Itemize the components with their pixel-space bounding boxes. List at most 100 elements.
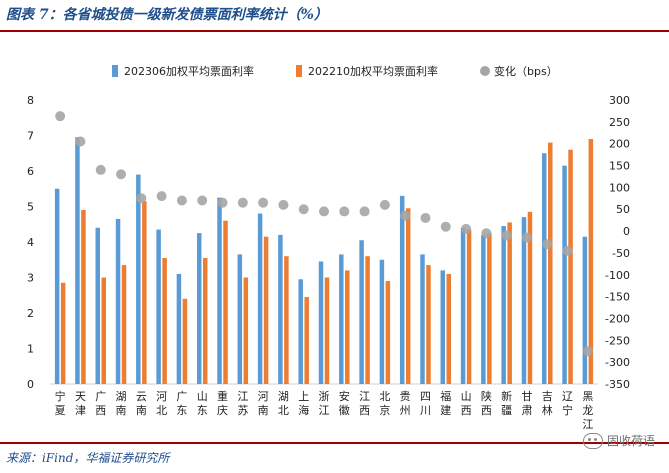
x-category-label: 北京 xyxy=(379,390,390,417)
bar-202210 xyxy=(548,142,553,384)
bar-202306 xyxy=(115,218,121,384)
point-change xyxy=(481,228,492,239)
bar-202210 xyxy=(101,277,106,384)
bar-202306 xyxy=(298,279,303,384)
point-change xyxy=(542,239,553,250)
y-right-tick-label: -250 xyxy=(605,334,630,347)
point-change xyxy=(75,136,86,147)
x-category-label: 云南 xyxy=(136,390,147,417)
bar-202210 xyxy=(487,233,492,384)
x-category-label: 四川 xyxy=(420,390,431,417)
bar-202210 xyxy=(446,273,452,384)
y-right-tick-label: -150 xyxy=(605,291,630,304)
x-category-label: 山东 xyxy=(197,390,208,417)
bar-202210 xyxy=(588,139,594,384)
y-right-tick-label: -100 xyxy=(605,269,630,282)
point-change xyxy=(55,111,66,122)
y-right-tick-label: -300 xyxy=(605,356,630,369)
bar-202210 xyxy=(182,298,188,384)
point-change xyxy=(521,232,532,243)
bar-202210 xyxy=(121,265,127,384)
bar-202306 xyxy=(379,259,385,384)
y-right-tick-label: 300 xyxy=(609,94,630,107)
bar-202306 xyxy=(176,273,182,384)
y-left-tick-label: 5 xyxy=(27,201,34,214)
bar-202210 xyxy=(81,210,86,384)
axes: 0 1 2 3 4 5 6 7 8 300 250 200 150 100 50 0 -50 -100 -150 -2… xyxy=(27,94,630,391)
y-right-tick-label: 100 xyxy=(609,181,630,194)
x-category-label: 江苏 xyxy=(237,390,248,417)
chart-title: 图表 7：各省城投债一级新发债票面利率统计（%） xyxy=(6,7,328,23)
points xyxy=(55,111,593,357)
x-category-label: 贵州 xyxy=(400,390,411,417)
point-change xyxy=(420,212,431,223)
bar-202306 xyxy=(54,188,60,384)
point-change xyxy=(400,210,411,221)
bar-202210 xyxy=(202,257,208,384)
legend-swatch-1 xyxy=(112,65,118,77)
y-right-tick-label: 0 xyxy=(623,225,630,238)
point-change xyxy=(116,169,127,180)
x-category-label: 上海 xyxy=(298,390,309,417)
legend-swatch-2 xyxy=(296,65,302,77)
bar-202210 xyxy=(365,256,370,384)
bar-202210 xyxy=(304,297,309,384)
bar-202210 xyxy=(385,281,391,384)
bar-202210 xyxy=(466,229,472,384)
point-change xyxy=(319,206,329,217)
x-category-label: 天津 xyxy=(75,390,86,417)
point-change xyxy=(197,195,208,206)
y-left-tick-label: 2 xyxy=(27,307,34,320)
x-category-label: 辽宁 xyxy=(562,390,573,417)
y-left-tick-label: 8 xyxy=(27,94,34,107)
point-change xyxy=(298,204,309,215)
point-change xyxy=(278,199,289,210)
bar-202306 xyxy=(156,229,161,384)
y-left-tick-label: 4 xyxy=(27,236,34,249)
legend: 202306加权平均票面利率 202210加权平均票面利率 变化（bps） xyxy=(112,64,558,78)
x-category-label: 安徽 xyxy=(339,389,350,417)
x-category-label: 河南 xyxy=(258,390,269,417)
bar-202306 xyxy=(339,254,344,384)
bar-202306 xyxy=(582,236,588,384)
point-change xyxy=(440,221,451,232)
source-note: 来源：iFind，华福证券研究所 xyxy=(6,451,170,465)
bar-202306 xyxy=(501,226,506,384)
y-left-tick-label: 7 xyxy=(27,130,34,143)
legend-label-1: 202306加权平均票面利率 xyxy=(124,64,254,78)
point-change xyxy=(461,223,472,234)
x-category-label: 陕西 xyxy=(481,389,492,417)
y-right-tick-label: -50 xyxy=(612,247,630,260)
y-left-tick-label: 0 xyxy=(27,378,34,391)
bar-202210 xyxy=(568,149,573,384)
watermark-text: 固收荷语 xyxy=(606,434,655,448)
bar-202210 xyxy=(405,208,411,384)
bars xyxy=(54,137,594,384)
legend-label-3: 变化（bps） xyxy=(494,64,558,78)
bar-202306 xyxy=(542,153,547,384)
x-category-label: 宁夏 xyxy=(55,389,66,417)
y-left-tick-label: 3 xyxy=(27,272,34,285)
point-change xyxy=(176,195,187,206)
point-change xyxy=(501,230,512,241)
bar-202306 xyxy=(399,195,405,384)
point-change xyxy=(237,197,248,208)
bar-202306 xyxy=(278,234,283,384)
bar-202210 xyxy=(60,282,66,384)
y-right-tick-label: -200 xyxy=(605,312,630,325)
y-left-tick-label: 6 xyxy=(27,165,34,178)
bar-202306 xyxy=(95,227,100,384)
bar-202210 xyxy=(527,211,533,384)
point-change xyxy=(339,206,350,217)
y-right-tick-label: 50 xyxy=(616,203,630,216)
y-right-tick-label: -350 xyxy=(605,378,630,391)
bar-202210 xyxy=(142,201,147,384)
x-category-label: 湖南 xyxy=(116,390,127,417)
footer-rule xyxy=(0,442,669,444)
bar-202210 xyxy=(243,277,249,384)
bar-202306 xyxy=(318,261,324,384)
x-category-label: 新疆 xyxy=(501,389,512,417)
x-category-label: 江西 xyxy=(359,390,370,417)
wechat-icon xyxy=(582,433,603,449)
bar-202210 xyxy=(507,222,512,384)
